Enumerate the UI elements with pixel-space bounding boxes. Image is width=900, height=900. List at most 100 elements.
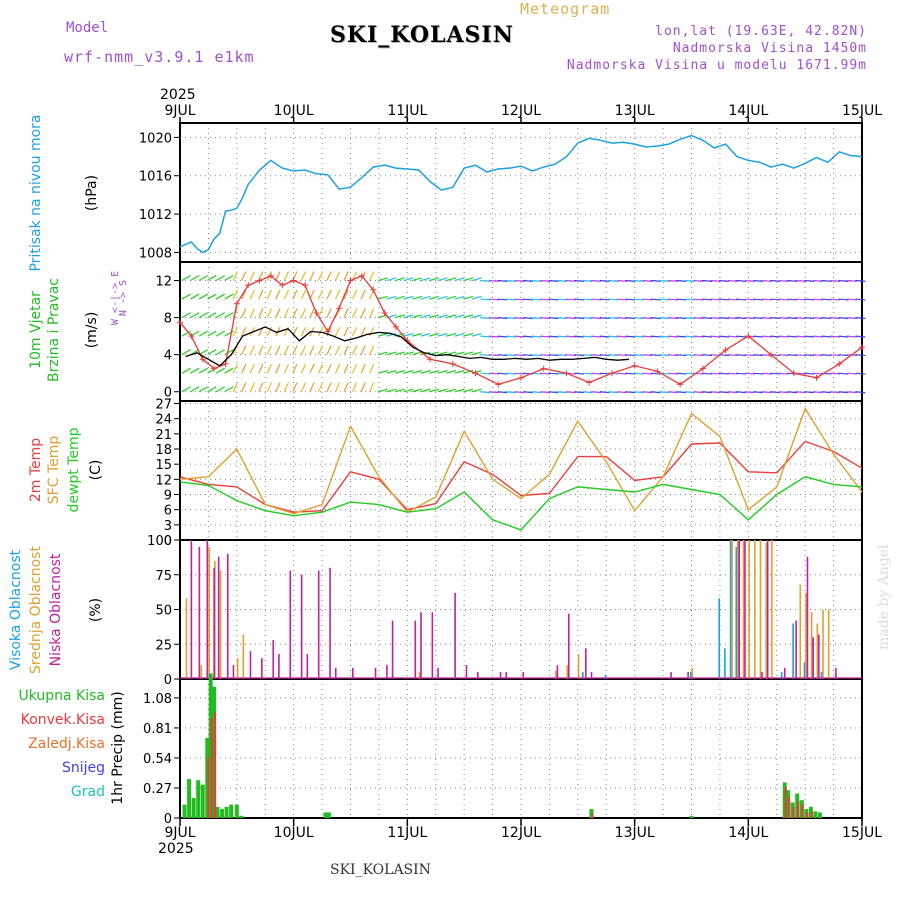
wind-arrow: [454, 351, 465, 356]
wind-arrow: [249, 382, 255, 392]
wind-arrow: [770, 372, 781, 375]
cloud-bar: [300, 574, 303, 679]
wind-arrow: [394, 295, 405, 300]
model-elevation-label: Nadmorska Visina u modelu 1671.99m: [566, 58, 867, 73]
wind-arrow: [497, 298, 508, 301]
wind-arrow: [420, 295, 431, 300]
wind-arrow: [599, 317, 610, 320]
wind-arrow: [770, 279, 781, 283]
wind-arrow: [412, 351, 422, 356]
wind-arrow: [736, 335, 747, 338]
cloud-bar: [236, 658, 239, 679]
wind-arrow: [283, 271, 290, 281]
cloud-bar: [200, 665, 203, 679]
pressure-title: Pritisak na nivou mora: [28, 114, 44, 271]
cloud-bar: [261, 658, 263, 679]
wind-arrow: [838, 298, 849, 301]
wind-arrow: [386, 277, 397, 282]
wind-arrow: [753, 391, 764, 394]
wind-arrow: [539, 298, 551, 301]
wind-arrow: [232, 382, 238, 392]
wind-arrow: [215, 386, 226, 393]
cloud-bar: [812, 637, 814, 679]
wind-arrow: [283, 382, 290, 392]
wind-arrow: [215, 312, 226, 319]
cloud-bar: [555, 670, 557, 679]
wind-arrow: [770, 335, 781, 338]
wind-arrow: [710, 391, 721, 394]
precip-bar: [220, 809, 225, 818]
wind-arrow: [642, 335, 653, 338]
precip-bar: [229, 804, 234, 818]
wind-arrow: [667, 372, 678, 375]
wind-arrow: [232, 326, 238, 337]
wind-arrow: [463, 351, 474, 356]
wind-arrow: [719, 391, 730, 394]
wind-arrow: [548, 354, 559, 357]
wind-arrow: [343, 363, 349, 374]
wind-arrow: [300, 363, 307, 374]
cloud-bar: [431, 612, 434, 679]
cloud-bar: [272, 640, 275, 679]
cloud-bar: [505, 672, 508, 679]
wind-speed-marker: [722, 347, 729, 354]
wind-arrow: [266, 382, 273, 392]
wind-arrow: [736, 298, 747, 301]
y-tick-label: 25: [155, 638, 172, 653]
cloud-bar: [803, 662, 806, 679]
cloud-bar: [742, 540, 745, 679]
wind-arrow: [667, 279, 678, 283]
cloud-bar: [329, 567, 331, 679]
wind-arrow: [343, 289, 349, 300]
wind-arrow: [488, 298, 499, 301]
wind-arrow: [599, 372, 610, 375]
wind-arrow: [778, 354, 789, 357]
wind-speed-marker: [790, 370, 797, 377]
wind-arrow: [454, 332, 465, 337]
wind-arrow: [522, 298, 534, 301]
wind-arrow: [787, 298, 798, 301]
wind-arrow: [505, 298, 516, 301]
wind-arrow: [761, 279, 772, 283]
wind-arrow: [710, 372, 721, 375]
wind-arrow: [403, 370, 414, 374]
wind-arrow: [343, 271, 349, 281]
wind-arrow: [667, 335, 678, 338]
cloud-bar: [744, 540, 746, 679]
wind-arrow: [812, 317, 823, 320]
wind-arrow: [625, 279, 636, 283]
wind-arrow: [292, 308, 298, 318]
wind-arrow: [829, 372, 840, 375]
wind-arrow: [190, 293, 200, 300]
wind-arrow: [497, 279, 508, 283]
wind-arrow: [326, 382, 332, 392]
wind-arrow: [403, 388, 414, 393]
wind-arrow: [633, 317, 644, 320]
wind-arrow: [616, 317, 627, 320]
y-tick-label: 1008: [139, 246, 172, 261]
cloud-bar: [374, 667, 377, 679]
wind-arrow: [292, 289, 298, 300]
precip-bar: [326, 812, 331, 818]
precip-unit: 1hr Precip (mm): [110, 691, 126, 804]
wind-arrow: [761, 354, 772, 357]
wind-arrow: [317, 363, 324, 374]
wind-arrow: [582, 335, 593, 338]
wind-arrow: [659, 279, 670, 283]
wind-arrow: [633, 298, 644, 301]
precip-bar: [234, 804, 239, 818]
wind-arrow: [684, 317, 695, 320]
wind-arrow: [855, 391, 866, 394]
wind-arrow: [317, 271, 324, 281]
wind-arrow: [531, 317, 542, 320]
wind-arrow: [539, 372, 551, 375]
wind-arrow: [488, 335, 499, 338]
precip-bar: [239, 815, 244, 818]
wind-arrow: [548, 372, 559, 375]
wind-arrow: [744, 317, 755, 320]
wind-arrow: [736, 391, 747, 394]
wind-arrow: [804, 372, 815, 375]
wind-arrow: [224, 367, 234, 374]
wind-speed-marker: [199, 356, 206, 363]
